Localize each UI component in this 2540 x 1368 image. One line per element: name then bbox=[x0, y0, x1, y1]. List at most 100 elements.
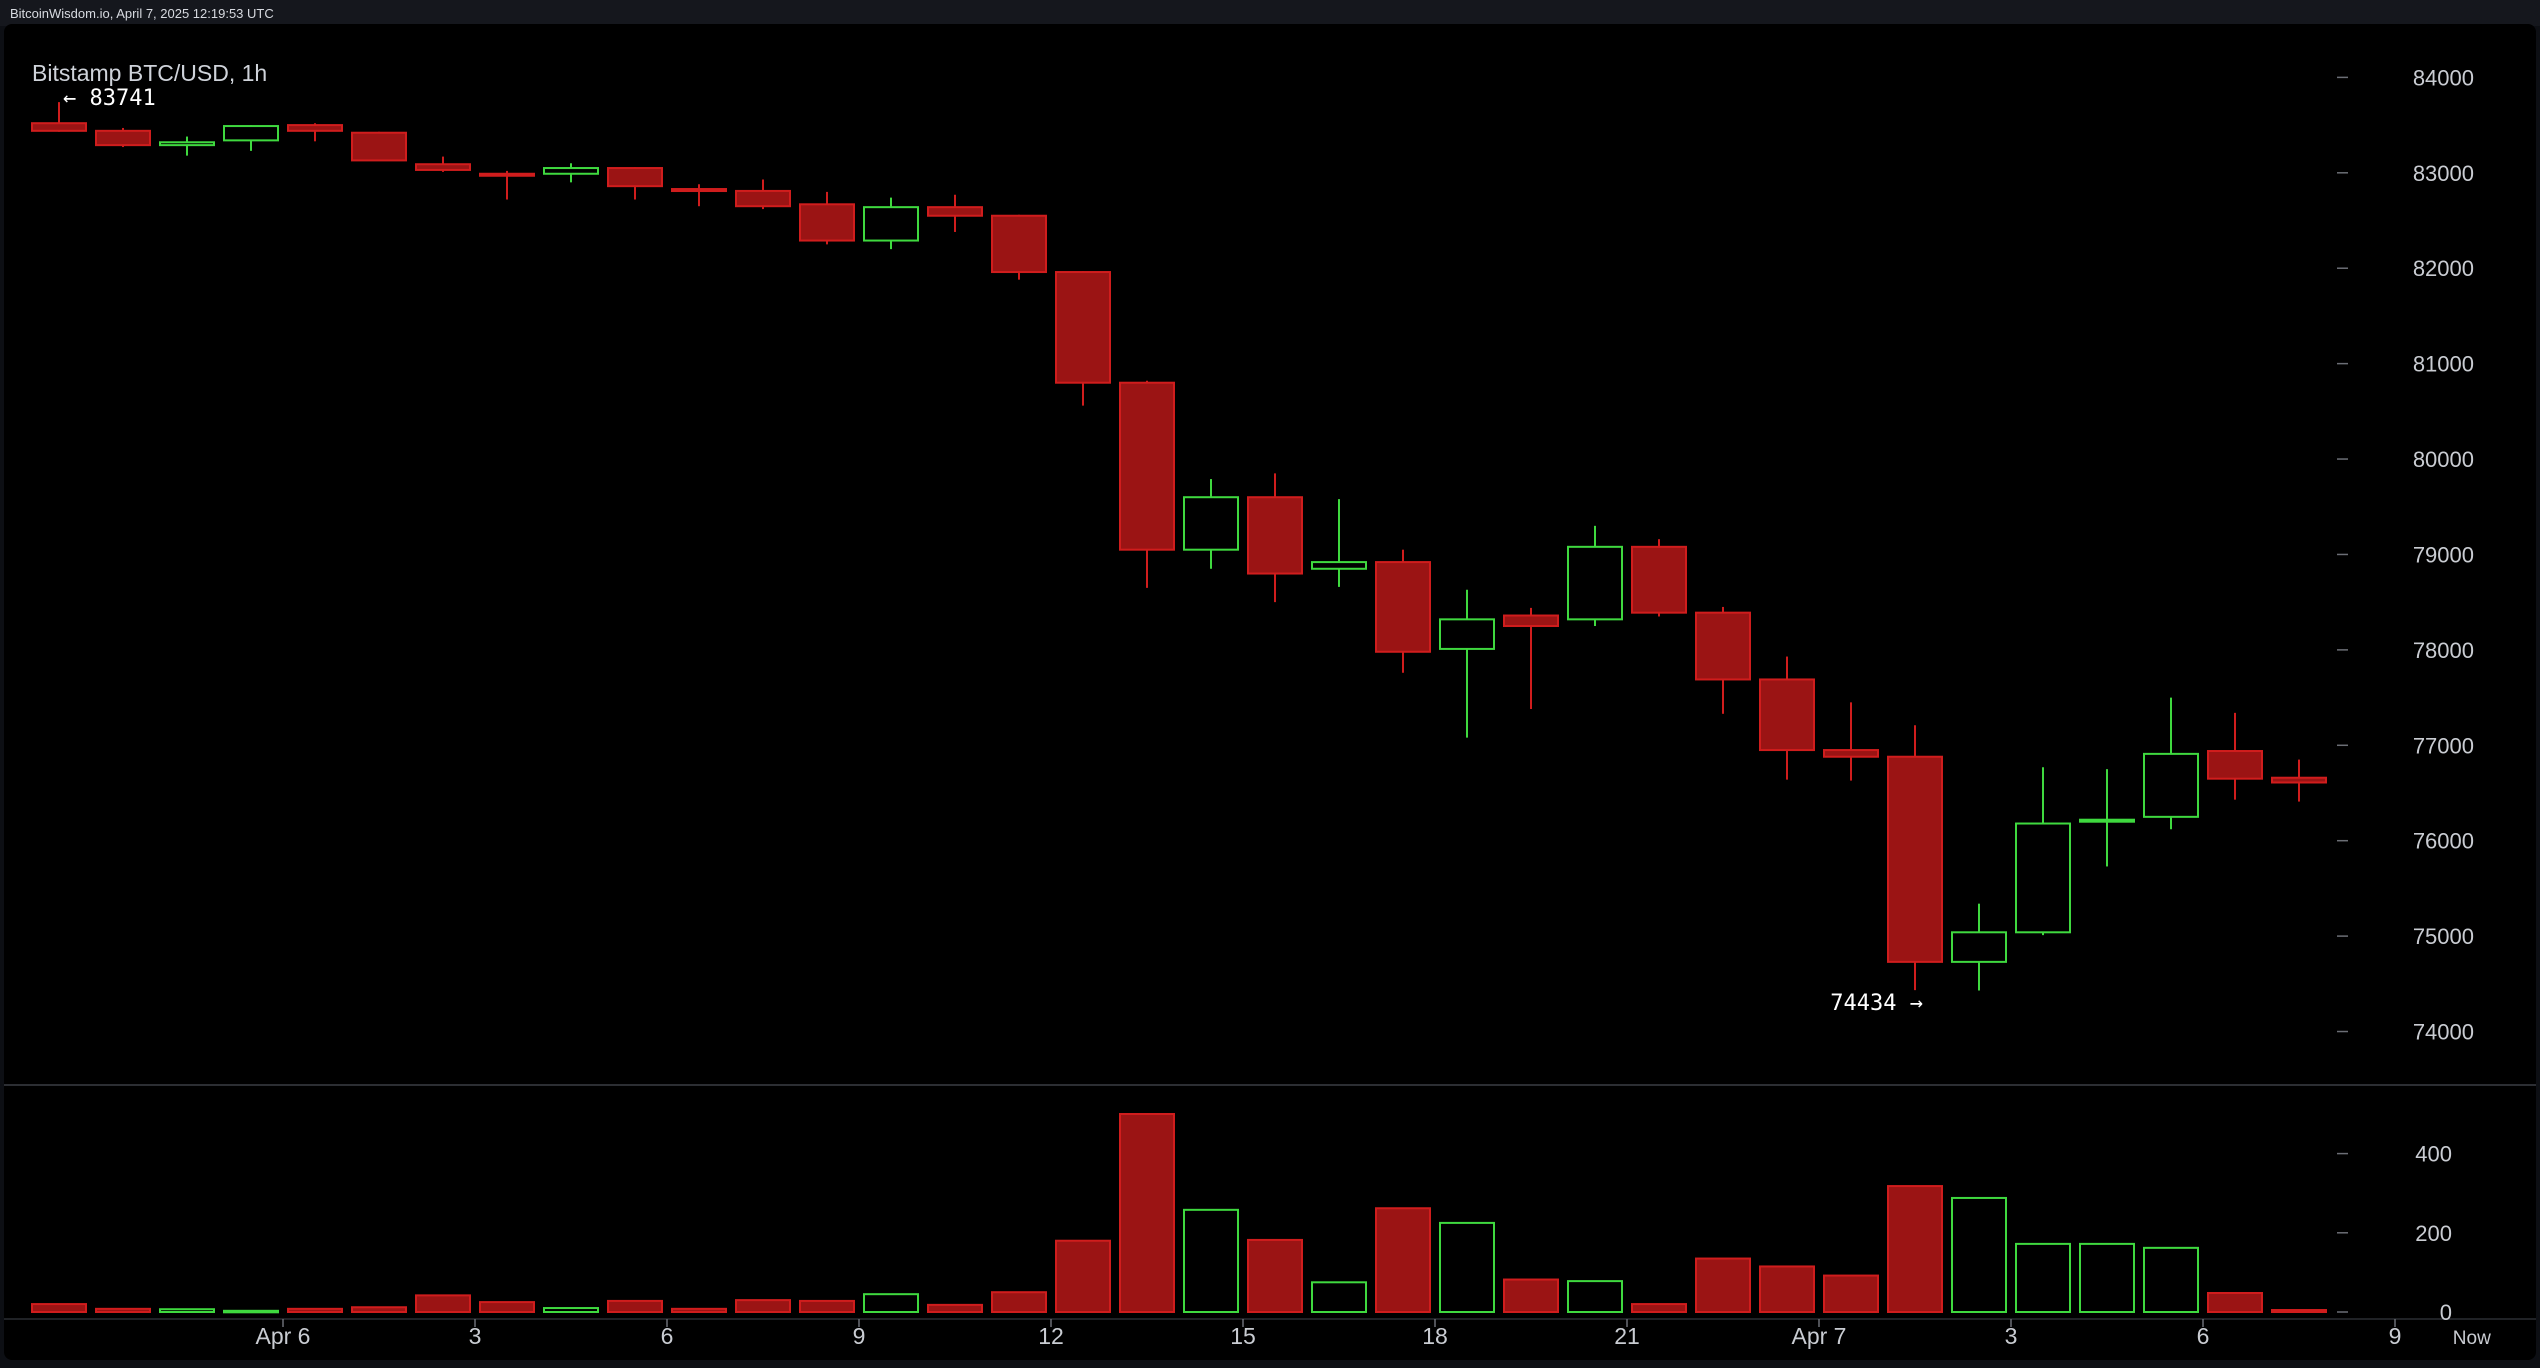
volume-bar-down bbox=[2271, 1309, 2327, 1314]
volume-bar-down bbox=[351, 1306, 407, 1314]
volume-bar-up bbox=[543, 1307, 599, 1314]
candle-body-down bbox=[1759, 678, 1815, 752]
volume-bars bbox=[31, 1113, 2327, 1314]
volume-bar-up bbox=[223, 1309, 279, 1314]
volume-bar-down bbox=[1887, 1185, 1943, 1314]
price-tick-label: 75000 bbox=[2413, 924, 2474, 949]
volume-bar-down bbox=[1375, 1207, 1431, 1314]
volume-bar-down bbox=[31, 1303, 87, 1313]
volume-bar-down bbox=[1631, 1303, 1687, 1313]
volume-bar-down bbox=[1823, 1274, 1879, 1313]
price-tick-label: 84000 bbox=[2413, 65, 2474, 90]
volume-bar-down bbox=[2207, 1291, 2263, 1313]
candle-body-down bbox=[607, 167, 663, 188]
price-extreme-annotation: ← 83741 bbox=[63, 86, 156, 111]
price-extreme-annotation: 74434 → bbox=[1830, 991, 1923, 1016]
candle-body-up bbox=[2143, 752, 2199, 818]
volume-bar-down bbox=[479, 1301, 535, 1313]
time-tick-label: 9 bbox=[2389, 1323, 2402, 1349]
candle-body-up bbox=[1311, 561, 1367, 570]
price-tick-label: 82000 bbox=[2413, 256, 2474, 281]
volume-bar-up bbox=[2079, 1242, 2135, 1313]
candle-body-up bbox=[1183, 496, 1239, 551]
candle-body-up bbox=[159, 141, 215, 147]
volume-bar-up bbox=[1951, 1196, 2007, 1314]
candle-body-down bbox=[927, 206, 983, 217]
candle-body-down bbox=[1119, 381, 1175, 551]
time-axis: Apr 6 3 6 9 12 15 18 21 Apr 7 3 6 9 Now bbox=[256, 1319, 2491, 1349]
time-tick-label: 21 bbox=[1614, 1323, 1640, 1349]
volume-bar-down bbox=[1695, 1257, 1751, 1314]
candle-body-up bbox=[543, 167, 599, 175]
time-tick-label: 3 bbox=[469, 1323, 482, 1349]
price-tick-label: 78000 bbox=[2413, 638, 2474, 663]
candle-body-down bbox=[1247, 496, 1303, 575]
volume-bar-down bbox=[991, 1291, 1047, 1313]
price-tick-label: 77000 bbox=[2413, 733, 2474, 758]
candle-body-down bbox=[1887, 755, 1943, 963]
volume-bar-down bbox=[95, 1307, 151, 1314]
candle-body-up bbox=[1567, 545, 1623, 621]
header-strip: BitcoinWisdom.io, April 7, 2025 12:19:53… bbox=[0, 0, 2540, 26]
volume-bar-up bbox=[2143, 1246, 2199, 1314]
time-tick-label: 6 bbox=[2197, 1323, 2210, 1349]
watermark: BitcoinWisdom.io, April 7, 2025 12:19:53… bbox=[10, 6, 274, 21]
volume-bar-up bbox=[159, 1308, 215, 1314]
price-tick-label: 81000 bbox=[2413, 352, 2474, 377]
volume-bar-up bbox=[1567, 1280, 1623, 1314]
candle-body-down bbox=[1823, 749, 1879, 758]
volume-tick-label: 0 bbox=[2440, 1300, 2452, 1325]
price-tick-label: 83000 bbox=[2413, 161, 2474, 186]
candle-body-down bbox=[991, 214, 1047, 274]
volume-bar-down bbox=[1055, 1239, 1111, 1313]
candle-body-up bbox=[2015, 822, 2071, 934]
volume-bar-up bbox=[1439, 1221, 1495, 1314]
price-tick-label: 79000 bbox=[2413, 542, 2474, 567]
volume-bar-down bbox=[1503, 1278, 1559, 1313]
volume-bar-down bbox=[287, 1307, 343, 1314]
volume-bar-down bbox=[927, 1303, 983, 1313]
chart-panel[interactable]: 84000 83000 82000 81000 80000 79000 78000 77000… bbox=[4, 24, 2536, 1360]
time-tick-label: 3 bbox=[2005, 1323, 2018, 1349]
volume-bar-down bbox=[1119, 1113, 1175, 1313]
volume-axis: 400 200 0 bbox=[2337, 1142, 2452, 1325]
candle-body-down bbox=[1695, 611, 1751, 681]
candle-body-up bbox=[2079, 818, 2135, 823]
candle-body-down bbox=[31, 122, 87, 132]
volume-bar-down bbox=[1759, 1265, 1815, 1313]
candle-body-down bbox=[1375, 561, 1431, 653]
volume-bar-down bbox=[607, 1299, 663, 1313]
chart-title: Bitstamp BTC/USD, 1h bbox=[32, 60, 268, 86]
volume-bar-down bbox=[1247, 1238, 1303, 1313]
price-tick-label: 76000 bbox=[2413, 829, 2474, 854]
volume-bar-down bbox=[415, 1294, 471, 1314]
volume-bar-up bbox=[863, 1293, 919, 1314]
time-tick-label: 12 bbox=[1038, 1323, 1064, 1349]
candle-body-down bbox=[95, 129, 151, 147]
candle-body-down bbox=[799, 203, 855, 242]
volume-bar-down bbox=[671, 1307, 727, 1314]
volume-bar-up bbox=[2015, 1242, 2071, 1313]
candle-body-down bbox=[415, 163, 471, 171]
candle-body-down bbox=[735, 189, 791, 208]
time-tick-label: 6 bbox=[661, 1323, 674, 1349]
candlestick-chart[interactable]: 84000 83000 82000 81000 80000 79000 78000 77000… bbox=[4, 24, 2536, 1360]
volume-bar-down bbox=[799, 1299, 855, 1313]
volume-bar-down bbox=[735, 1299, 791, 1313]
candle-body-down bbox=[1631, 545, 1687, 614]
candle-body-down bbox=[1503, 614, 1559, 628]
candle-body-up bbox=[1439, 618, 1495, 650]
candle-body-up bbox=[1951, 931, 2007, 963]
price-tick-label: 80000 bbox=[2413, 447, 2474, 472]
candle-body-down bbox=[287, 124, 343, 132]
annotations: ← 83741 74434 → bbox=[63, 86, 1923, 1016]
time-tick-label: Apr 6 bbox=[256, 1323, 311, 1349]
volume-tick-label: 200 bbox=[2415, 1221, 2452, 1246]
candle-body-down bbox=[2207, 750, 2263, 780]
time-tick-label: 9 bbox=[853, 1323, 866, 1349]
price-candles bbox=[31, 102, 2327, 991]
candle-body-down bbox=[351, 131, 407, 162]
candle-body-up bbox=[863, 206, 919, 242]
candle-body-down bbox=[479, 172, 535, 177]
candle-body-up bbox=[223, 125, 279, 142]
